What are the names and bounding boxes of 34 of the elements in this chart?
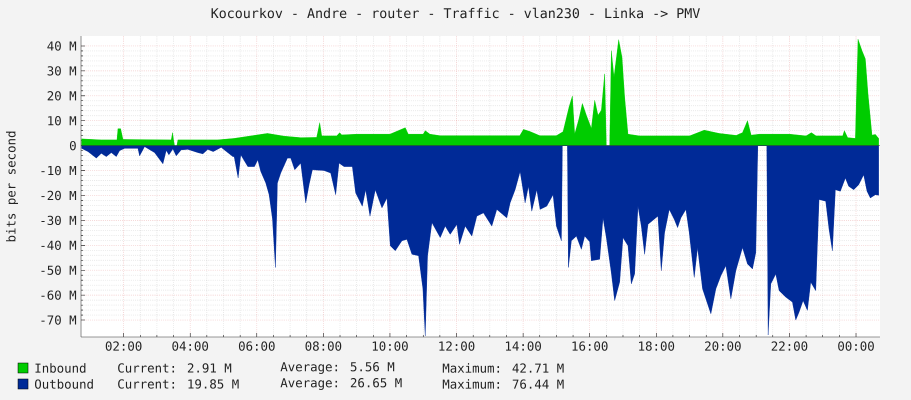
chart-title: Kocourkov - Andre - router - Traffic - vlan230 - Linka -> PMV xyxy=(212,8,700,18)
x-tick-label: 20:00 xyxy=(705,341,741,351)
y-tick-label: 0 xyxy=(70,140,76,150)
x-tick-label: 16:00 xyxy=(572,341,608,351)
x-tick-label: 04:00 xyxy=(172,341,208,351)
y-tick-label: -70 M xyxy=(41,315,76,325)
text: Current: 19.85 M xyxy=(118,379,239,389)
text: Average: 5.56 M xyxy=(280,362,394,374)
y-tick-label: -50 M xyxy=(41,266,76,275)
x-tick-label: 06:00 xyxy=(238,341,275,351)
y-tick-label: 40 M xyxy=(47,41,76,51)
y-tick-label: -30 M xyxy=(41,216,76,226)
y-tick-label: 20 M xyxy=(48,91,76,100)
x-tick-label: 10:00 xyxy=(372,341,408,351)
y-tick-label: -40 M xyxy=(41,240,76,250)
x-tick-label: 08:00 xyxy=(306,341,342,351)
y-tick-label: -10 M xyxy=(41,166,76,176)
y-tick-label: 30 M xyxy=(48,66,76,76)
text: Average: 26.65 M xyxy=(280,378,402,390)
y-tick-label: -60 M xyxy=(41,290,76,300)
y-tick-label: 10 M xyxy=(48,116,76,126)
x-tick-label: 22:00 xyxy=(772,341,808,351)
x-tick-label: 18:00 xyxy=(639,341,674,351)
text: Maximum: 76.44 M xyxy=(442,379,564,389)
legend-label: Inbound xyxy=(35,363,86,373)
x-tick-label: 00:00 xyxy=(838,341,874,351)
legend-label: Outbound xyxy=(34,379,93,389)
text: Maximum: 42.71 M xyxy=(442,363,564,373)
x-tick-label: 14:00 xyxy=(506,341,541,351)
y-axis-title: bits per second xyxy=(6,132,18,242)
x-tick-label: 02:00 xyxy=(106,341,142,351)
y-tick-label: -20 M xyxy=(41,190,76,200)
text: Current: 2.91 M xyxy=(118,363,232,373)
x-tick-label: 12:00 xyxy=(439,341,474,351)
